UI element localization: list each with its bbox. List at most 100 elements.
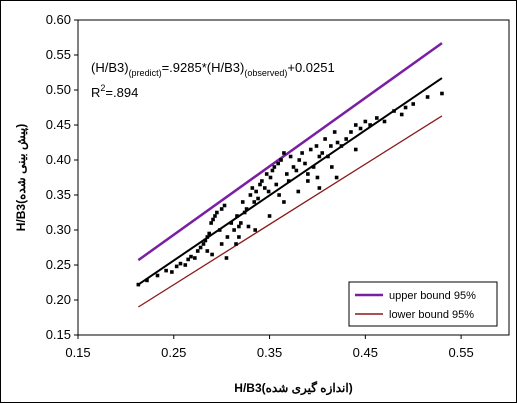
data-point — [145, 278, 149, 283]
data-point — [349, 130, 353, 134]
x-tick-label: 0.35 — [257, 345, 282, 360]
data-point — [284, 172, 289, 176]
data-point — [254, 189, 258, 194]
data-point — [296, 189, 301, 194]
data-point — [288, 154, 293, 159]
data-point — [375, 116, 379, 120]
data-point — [237, 235, 241, 239]
data-point — [262, 186, 267, 190]
data-point — [329, 144, 333, 148]
data-point — [183, 263, 188, 267]
data-point — [306, 172, 310, 176]
data-point — [297, 158, 302, 162]
data-point — [282, 200, 286, 204]
data-point — [195, 249, 200, 253]
data-point — [155, 273, 160, 278]
data-point — [224, 256, 229, 260]
data-point — [232, 228, 236, 232]
data-point — [274, 182, 279, 187]
data-point — [193, 256, 197, 260]
data-point — [303, 161, 307, 166]
y-tick-label: 0.30 — [46, 222, 71, 237]
data-point — [368, 123, 372, 127]
y-axis-label: H/B3(پیش بینی شده) — [14, 124, 29, 232]
data-point — [306, 179, 310, 183]
y-tick-label: 0.40 — [46, 152, 71, 167]
data-point — [225, 235, 230, 239]
data-point — [411, 102, 416, 106]
y-tick-label: 0.20 — [46, 292, 71, 307]
data-point — [222, 203, 227, 208]
data-point — [335, 140, 340, 145]
data-point — [235, 214, 239, 218]
data-point — [323, 137, 327, 141]
data-point — [136, 282, 141, 287]
data-point — [315, 175, 320, 180]
data-point — [205, 249, 210, 253]
data-point — [403, 105, 408, 110]
data-point — [314, 144, 319, 148]
data-point — [207, 231, 212, 236]
data-point — [330, 165, 334, 169]
data-point — [252, 200, 257, 204]
data-point — [353, 123, 358, 127]
data-point — [258, 182, 262, 187]
data-point — [217, 228, 222, 232]
data-point — [282, 151, 286, 155]
r-squared-annotation: R2=.894 — [91, 83, 138, 100]
data-point — [198, 245, 203, 250]
data-point — [344, 137, 348, 141]
data-point — [326, 154, 330, 159]
data-point — [425, 95, 430, 99]
data-point — [234, 242, 238, 246]
data-point — [311, 165, 316, 169]
data-point — [253, 228, 257, 232]
data-point — [399, 112, 404, 117]
data-point — [201, 242, 206, 246]
data-point — [242, 210, 247, 215]
data-point — [382, 119, 387, 124]
data-point — [219, 242, 224, 246]
axis-ticks: 0.15 0.20 0.25 0.30 0.35 0.40 0.45 0.50 0.55 0.60… — [46, 12, 474, 360]
upper-bound-line — [137, 42, 443, 262]
x-tick-label: 0.45 — [353, 345, 378, 360]
y-tick-label: 0.55 — [46, 47, 71, 62]
data-point — [246, 224, 251, 229]
data-point — [332, 130, 337, 134]
lower-bound-line — [137, 115, 443, 308]
data-point — [164, 268, 168, 273]
data-point — [264, 172, 269, 176]
data-point — [213, 214, 217, 218]
x-axis-label: H/B3(اندازه گیری شده) — [234, 380, 352, 396]
data-point — [215, 210, 219, 215]
data-point — [267, 214, 272, 218]
y-tick-label: 0.45 — [46, 117, 71, 132]
legend-label-lower: lower bound 95% — [389, 309, 474, 321]
data-point — [174, 264, 179, 269]
data-point — [363, 119, 368, 124]
y-tick-label: 0.35 — [46, 187, 71, 202]
data-point — [291, 165, 296, 169]
data-point — [170, 270, 174, 274]
data-point — [237, 224, 241, 229]
legend-label-upper: upper bound 95% — [389, 290, 476, 302]
data-point — [186, 257, 190, 262]
legend: upper bound 95% lower bound 95% — [348, 281, 498, 327]
data-point — [189, 254, 193, 259]
data-point — [294, 168, 299, 173]
data-point — [392, 109, 396, 113]
data-point — [268, 175, 273, 180]
data-point — [317, 186, 322, 190]
legend-box — [348, 281, 498, 327]
y-tick-label: 0.60 — [46, 12, 71, 27]
x-tick-label: 0.55 — [448, 345, 473, 360]
data-point — [209, 221, 213, 225]
data-point — [286, 179, 291, 183]
data-point — [358, 126, 363, 131]
y-tick-label: 0.25 — [46, 257, 71, 272]
data-point — [320, 151, 325, 155]
data-point — [276, 161, 280, 166]
data-point — [219, 207, 224, 211]
